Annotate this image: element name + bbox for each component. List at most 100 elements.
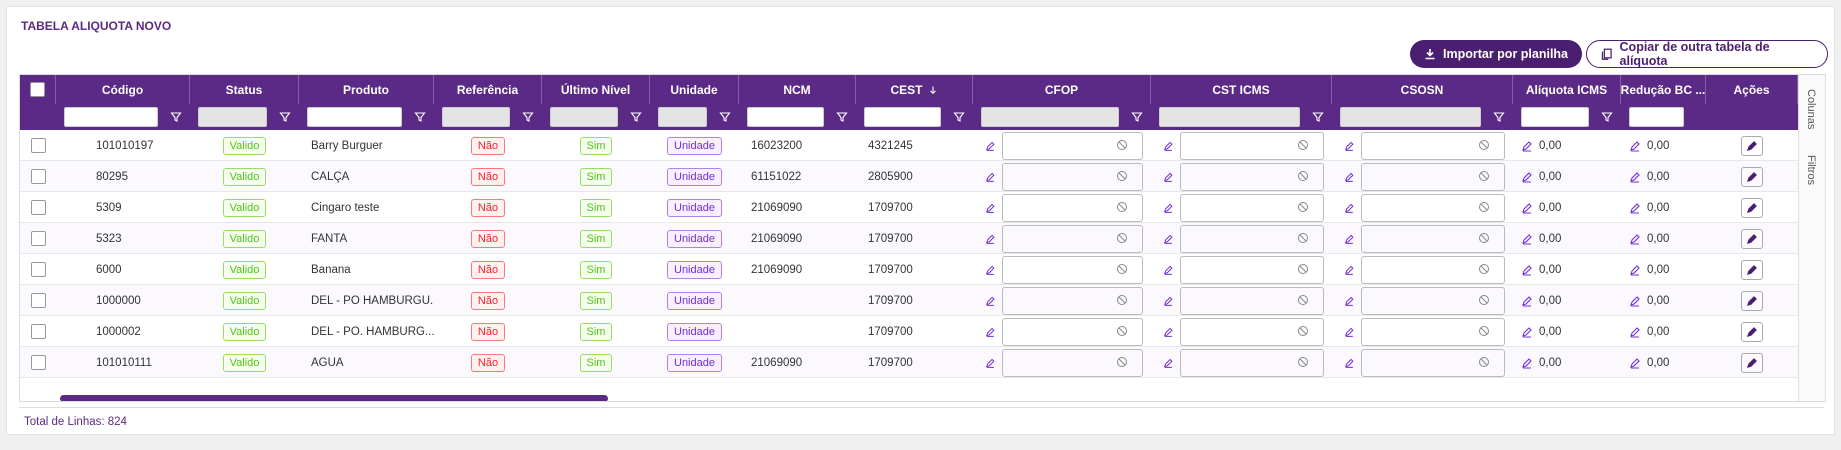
cell (1332, 316, 1513, 347)
select-input[interactable] (1001, 348, 1143, 377)
produto-text: CALÇA (311, 170, 350, 183)
cell: Valido (190, 316, 299, 347)
row-checkbox[interactable] (30, 138, 46, 153)
edit-button[interactable] (1741, 259, 1763, 280)
referencia-badge: Não (470, 322, 506, 341)
select-input[interactable] (1360, 317, 1505, 346)
select-input[interactable] (1001, 317, 1143, 346)
filter-input[interactable] (307, 107, 402, 127)
select-input[interactable] (1001, 224, 1143, 253)
header-cell: CSOSN (1332, 75, 1513, 104)
columns-tab[interactable]: Colunas (1805, 89, 1817, 130)
select-input[interactable] (1179, 317, 1324, 346)
header-cell: Código (56, 75, 190, 104)
select-input[interactable] (1001, 286, 1143, 315)
cell: Unidade (650, 161, 739, 192)
edit-button[interactable] (1741, 290, 1763, 311)
edit-icon (1630, 202, 1640, 214)
row-checkbox[interactable] (30, 293, 46, 308)
edit-button[interactable] (1741, 197, 1763, 218)
edit-button[interactable] (1741, 352, 1763, 373)
select-input[interactable] (1179, 162, 1324, 191)
cell (20, 192, 56, 223)
select-input[interactable] (1179, 348, 1324, 377)
import-button[interactable]: Importar por planilha (1410, 40, 1582, 68)
cest-text: 1709700 (868, 325, 913, 338)
select-input[interactable] (1179, 224, 1324, 253)
select-input[interactable] (1360, 255, 1505, 284)
select-input[interactable] (1360, 224, 1505, 253)
edit-icon (985, 327, 995, 337)
select-input[interactable] (1360, 131, 1505, 160)
edit-icon (1522, 326, 1532, 338)
select-input[interactable] (1001, 255, 1143, 284)
edit-button[interactable] (1741, 135, 1763, 156)
produto-text: FANTA (311, 232, 348, 245)
header-cell: Status (190, 75, 299, 104)
aliquota-icms-value: 0,00 (1539, 139, 1562, 152)
edit-icon (1344, 265, 1354, 275)
filter-input (1159, 107, 1300, 127)
select-input[interactable] (1360, 286, 1505, 315)
row-checkbox[interactable] (30, 231, 46, 246)
edit-button[interactable] (1741, 166, 1763, 187)
select-input[interactable] (1179, 286, 1324, 315)
copy-icon (1601, 48, 1612, 60)
select-input[interactable] (1001, 162, 1143, 191)
filter-input[interactable] (747, 107, 824, 127)
select-input[interactable] (1179, 131, 1324, 160)
cell: 0,00 (1513, 254, 1621, 285)
aliquota-icms-value: 0,00 (1539, 170, 1562, 183)
aliquota-icms-value: 0,00 (1539, 294, 1562, 307)
cell: Sim (542, 130, 650, 161)
filter-input[interactable] (64, 107, 158, 127)
status-badge: Valido (222, 167, 267, 186)
filter-icon (719, 112, 731, 122)
select-input[interactable] (1360, 162, 1505, 191)
row-checkbox[interactable] (30, 262, 46, 277)
select-input[interactable] (1360, 348, 1505, 377)
select-input[interactable] (1001, 193, 1143, 222)
ultimo-nivel-badge: Sim (579, 229, 613, 248)
edit-button[interactable] (1741, 228, 1763, 249)
clear-icon (1117, 325, 1127, 336)
cest-text: 1709700 (868, 294, 913, 307)
row-checkbox[interactable] (30, 169, 46, 184)
row-checkbox[interactable] (30, 324, 46, 339)
filter-icon (1312, 112, 1324, 122)
reducao-bc-value: 0,00 (1647, 232, 1670, 245)
select-all-checkbox[interactable] (30, 82, 45, 97)
cell (973, 316, 1151, 347)
clear-icon (1298, 201, 1308, 212)
cell (20, 316, 56, 347)
filter-input[interactable] (1521, 107, 1589, 127)
cell: 1709700 (856, 316, 973, 347)
header-cell: Ações (1706, 75, 1798, 104)
select-input[interactable] (1001, 131, 1143, 160)
cell: 21069090 (739, 347, 856, 378)
copy-button[interactable]: Copiar de outra tabela de alíquota (1586, 40, 1828, 68)
filter-input[interactable] (864, 107, 941, 127)
row-checkbox[interactable] (30, 200, 46, 215)
edit-icon (1630, 264, 1640, 276)
cell: Não (434, 285, 542, 316)
edit-icon (1630, 140, 1640, 152)
cell: 0,00 (1621, 192, 1706, 223)
filter-cell (1513, 104, 1621, 130)
select-input[interactable] (1179, 255, 1324, 284)
edit-button[interactable] (1741, 321, 1763, 342)
horizontal-scrollbar[interactable] (60, 395, 608, 401)
select-input[interactable] (1179, 193, 1324, 222)
edit-icon (1522, 295, 1532, 307)
filters-tab[interactable]: Filtros (1805, 155, 1817, 185)
filter-input[interactable] (1629, 107, 1684, 127)
cell (1706, 254, 1798, 285)
select-input[interactable] (1360, 193, 1505, 222)
filter-icon (522, 112, 534, 122)
ultimo-nivel-badge: Sim (579, 136, 613, 155)
referencia-badge: Não (470, 229, 506, 248)
row-checkbox[interactable] (30, 355, 46, 370)
filter-input (442, 107, 510, 127)
aliquota-icms-value: 0,00 (1539, 356, 1562, 369)
